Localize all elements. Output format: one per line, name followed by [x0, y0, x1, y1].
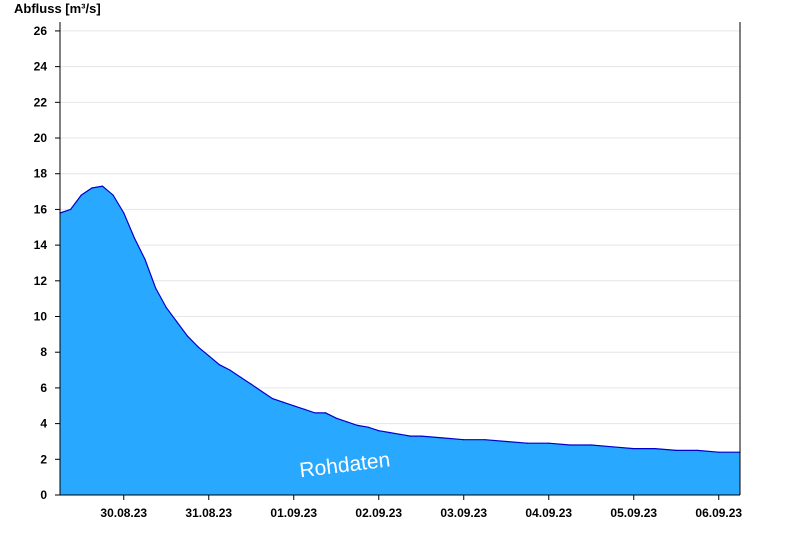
y-tick-label: 6	[40, 381, 47, 395]
data-point	[303, 408, 305, 410]
data-point	[548, 442, 550, 444]
y-tick-label: 10	[34, 310, 48, 324]
data-point	[335, 417, 337, 419]
y-tick-label: 4	[40, 417, 47, 431]
data-point	[250, 383, 252, 385]
data-point	[718, 451, 720, 453]
x-tick-label: 06.09.23	[695, 506, 742, 520]
data-point	[633, 447, 635, 450]
data-point	[155, 287, 157, 289]
data-point	[696, 449, 699, 451]
y-tick-label: 20	[34, 131, 48, 145]
x-tick-label: 04.09.23	[525, 506, 572, 520]
data-point	[484, 439, 486, 441]
data-point	[112, 194, 114, 196]
data-point	[70, 208, 72, 211]
data-point	[505, 440, 507, 443]
data-point	[91, 187, 93, 189]
data-point	[165, 306, 167, 309]
data-point	[346, 421, 348, 423]
data-point	[526, 442, 529, 444]
data-point	[229, 369, 231, 371]
data-point	[101, 185, 104, 187]
data-point	[675, 449, 677, 451]
x-tick-label: 01.09.23	[270, 506, 317, 520]
data-point	[367, 426, 369, 428]
data-point	[325, 412, 327, 414]
y-tick-label: 14	[34, 238, 48, 252]
x-tick-label: 05.09.23	[610, 506, 657, 520]
x-tick-label: 02.09.23	[355, 506, 402, 520]
axes	[59, 22, 741, 496]
data-point	[218, 364, 220, 366]
series-0-line	[59, 185, 740, 453]
data-point	[590, 444, 592, 446]
data-point	[388, 431, 390, 434]
data-point	[399, 433, 401, 435]
y-tick-label: 18	[34, 167, 48, 181]
data-point	[208, 355, 210, 357]
data-point	[186, 335, 189, 337]
data-point	[176, 321, 178, 323]
y-tick-label: 16	[34, 202, 48, 216]
data-point	[441, 437, 444, 439]
data-point	[611, 446, 614, 448]
data-point	[356, 424, 359, 426]
y-tick-label: 24	[34, 60, 48, 74]
data-point	[133, 237, 135, 239]
x-tick-label: 03.09.23	[440, 506, 487, 520]
data-point	[654, 447, 656, 450]
series-0-fill	[60, 186, 740, 495]
data-point	[420, 435, 422, 437]
data-point	[293, 405, 295, 407]
y-tick-label: 8	[40, 345, 47, 359]
data-point	[463, 439, 465, 441]
data-point	[314, 412, 316, 414]
data-point	[378, 430, 380, 432]
data-point	[123, 212, 125, 214]
y-tick-label: 2	[40, 452, 47, 466]
x-tick-label: 31.08.23	[185, 506, 232, 520]
data-point	[197, 346, 199, 348]
x-tick-label: 30.08.23	[100, 506, 147, 520]
data-point	[569, 444, 571, 446]
data-point	[240, 376, 242, 378]
data-point	[271, 398, 274, 400]
y-tick-label: 26	[34, 24, 48, 38]
y-tick-label: 12	[34, 274, 48, 288]
data-point	[410, 435, 412, 437]
y-axis-label: Abfluss [m³/s]	[14, 1, 101, 16]
data-point	[261, 390, 263, 393]
gridlines	[60, 30, 740, 460]
series-area	[59, 185, 741, 495]
data-point	[80, 194, 82, 196]
y-tick-label: 0	[40, 488, 47, 502]
data-point	[282, 401, 284, 403]
data-point	[144, 258, 146, 260]
x-ticks: 30.08.23 31.08.23 01.09.23 02.09.23 03.09.23…	[100, 495, 742, 520]
y-tick-label: 22	[34, 95, 48, 109]
